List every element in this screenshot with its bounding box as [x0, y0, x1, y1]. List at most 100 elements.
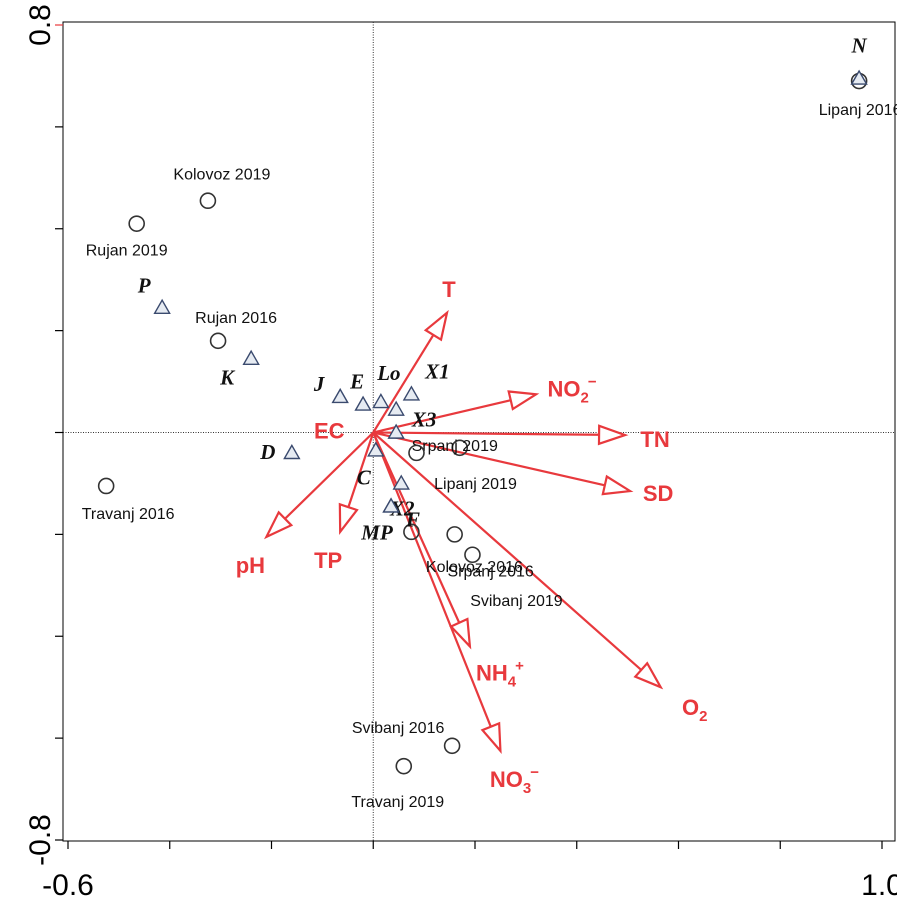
env-vector-ec: EC: [314, 419, 345, 444]
y-tick-label: -0.8: [24, 814, 57, 866]
env-vector-o2: O2: [372, 431, 707, 725]
site-label: Srpanj 2016: [448, 563, 534, 580]
site-marker: [128, 215, 145, 232]
species-label: X3: [411, 408, 437, 432]
species-x3: X3: [387, 400, 437, 432]
species-marker: [283, 443, 301, 460]
species-unlabelled-8: [387, 423, 405, 439]
env-vector-arrowhead: [480, 721, 502, 754]
site-travanj-2016: Travanj 2016: [82, 477, 175, 523]
site-label: Svibanj 2016: [352, 720, 445, 737]
site-marker: [395, 757, 413, 775]
species-p: P: [137, 274, 171, 315]
site-label: Lipanj 2019: [434, 476, 517, 493]
env-label-no2: NO2−: [547, 373, 596, 406]
species-label: K: [219, 366, 236, 390]
species-e: E: [349, 369, 372, 411]
axes: -0.6 1.0 0.8 -0.8: [24, 4, 897, 901]
env-vector-line: [347, 432, 375, 508]
species-label: MP: [360, 520, 393, 544]
species-d: D: [259, 440, 301, 464]
env-vector-no2: NO2−: [372, 373, 597, 434]
site-srpanj-2016: Srpanj 2016: [446, 526, 534, 580]
site-marker: [209, 332, 227, 350]
species-label: Lo: [376, 361, 400, 385]
env-vector-arrowhead: [264, 510, 294, 540]
site-kolovoz-2019: Kolovoz 2019: [173, 167, 270, 210]
species-marker: [387, 400, 405, 416]
env-label-o2: O2: [682, 695, 707, 725]
env-vector-line: [373, 431, 600, 436]
species-marker: [387, 423, 405, 439]
site-marker: [464, 546, 481, 564]
species-label: C: [357, 465, 372, 489]
site-svibanj-2016: Svibanj 2016: [352, 720, 461, 755]
species-x1: X1: [402, 359, 450, 401]
env-vector-ph: pH: [236, 431, 375, 578]
env-vector-arrowhead: [597, 424, 629, 446]
species-marker: [242, 349, 260, 365]
species-k: K: [219, 349, 260, 390]
species-label: F: [405, 507, 420, 531]
env-vector-line: [372, 432, 492, 728]
site-marker: [408, 444, 425, 462]
site-marker: [451, 439, 469, 457]
env-vector-line: [373, 431, 606, 487]
site-srpanj-2019: Srpanj 2019: [412, 438, 498, 457]
species-marker: [367, 441, 385, 457]
x-tick-label: 1.0: [861, 869, 897, 901]
zero-lines: [63, 22, 895, 841]
species-label: P: [137, 274, 151, 298]
site-label: Svibanj 2019: [470, 593, 563, 610]
site-label: Lipanj 2016: [819, 102, 897, 119]
env-vector-tp: TP: [314, 432, 375, 573]
env-label-t: T: [442, 277, 456, 302]
species-label: E: [349, 369, 364, 393]
env-vector-arrowhead: [338, 502, 359, 536]
site-label: Travanj 2019: [351, 794, 444, 811]
species-mp: MP: [360, 497, 400, 544]
site-marker: [199, 192, 217, 210]
site-svibanj-2019: Svibanj 2019: [464, 546, 563, 610]
site-label: Rujan 2016: [195, 310, 277, 327]
site-label: Rujan 2019: [86, 243, 168, 260]
species-j: J: [313, 372, 349, 404]
site-label: Kolovoz 2016: [426, 559, 523, 576]
species-marker: [372, 393, 390, 409]
site-label: Srpanj 2019: [412, 438, 498, 455]
site-marker: [443, 737, 461, 755]
site-rujan-2019: Rujan 2019: [86, 215, 168, 260]
env-label-nh4: NH4+: [476, 657, 524, 690]
species-label: J: [313, 372, 326, 396]
env-vector-tn: TN: [373, 424, 670, 452]
site-marker: [446, 526, 463, 543]
species-marker: [354, 395, 372, 411]
env-vector-sd: SD: [373, 431, 673, 506]
env-vector-line: [372, 431, 642, 671]
species-n: N: [850, 33, 868, 85]
site-lipanj-2019: Lipanj 2019: [408, 444, 517, 493]
env-label-ph: pH: [236, 553, 265, 578]
env-vector-t: T: [372, 277, 456, 434]
species-label: D: [259, 440, 275, 464]
site-travanj-2019: Travanj 2019: [351, 757, 444, 811]
x-tick-label: -0.6: [42, 869, 94, 901]
env-vector-nh4: NH4+: [372, 432, 524, 690]
env-vector-arrowhead: [601, 474, 634, 496]
species-label: N: [851, 33, 868, 57]
env-vector-arrowhead: [449, 617, 472, 650]
site-label: Kolovoz 2019: [173, 167, 270, 184]
y-tick-label: 0.8: [24, 4, 57, 46]
site-rujan-2016: Rujan 2016: [195, 310, 277, 350]
site-points: Lipanj 2016 Kolovoz 2019 Rujan 2019 Rujan 2…: [82, 72, 897, 811]
env-vector-arrowhead: [507, 390, 540, 411]
site-marker: [97, 477, 115, 495]
env-vector-arrowhead: [633, 661, 664, 690]
env-label-tn: TN: [640, 427, 669, 452]
species-marker: [382, 497, 400, 513]
species-marker: [153, 298, 171, 315]
env-vector-line: [372, 334, 435, 434]
species-lo: Lo: [372, 361, 401, 409]
